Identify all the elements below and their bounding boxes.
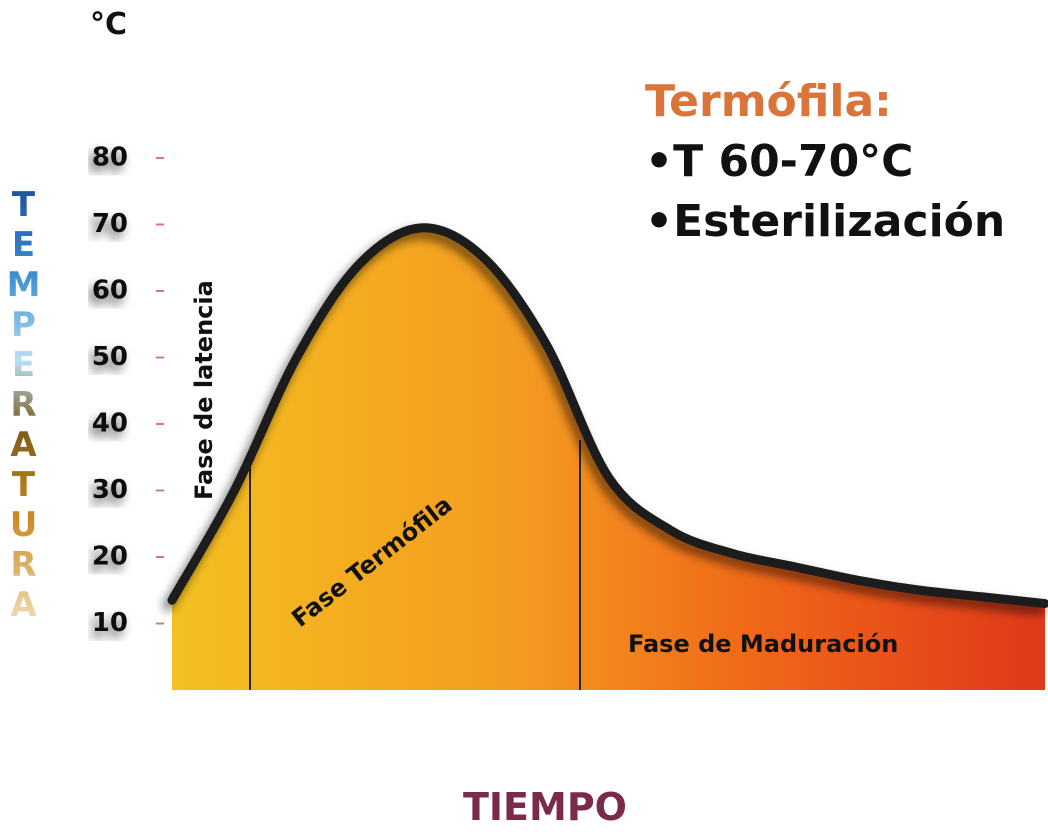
y-tick-label: 10 — [92, 608, 128, 638]
note: •T 60-70°C — [645, 136, 914, 187]
note-title: Termófila: — [645, 76, 892, 127]
y-tick-label: 70 — [92, 209, 128, 239]
y-tick-label: 60 — [92, 276, 128, 306]
line — [167, 223, 1048, 609]
y-tick-label: 20 — [92, 542, 128, 572]
phase-label: Fase de latencia — [190, 280, 218, 500]
note: •Esterilización — [645, 196, 1006, 247]
x-axis-label: TIEMPO — [463, 785, 627, 829]
y-tick-label: 50 — [92, 342, 128, 372]
notes: Termófila: •T 60-70°C •Esterilización — [645, 72, 1005, 252]
y-tick-label: 30 — [92, 475, 128, 505]
phase-label: Fase de Maduración — [628, 630, 898, 658]
y-unit: °C — [90, 7, 127, 42]
y-tick-label: 80 — [92, 143, 128, 173]
y-axis-label: TEMPERATURA — [4, 185, 48, 625]
y-tick-label: 40 — [92, 409, 128, 439]
